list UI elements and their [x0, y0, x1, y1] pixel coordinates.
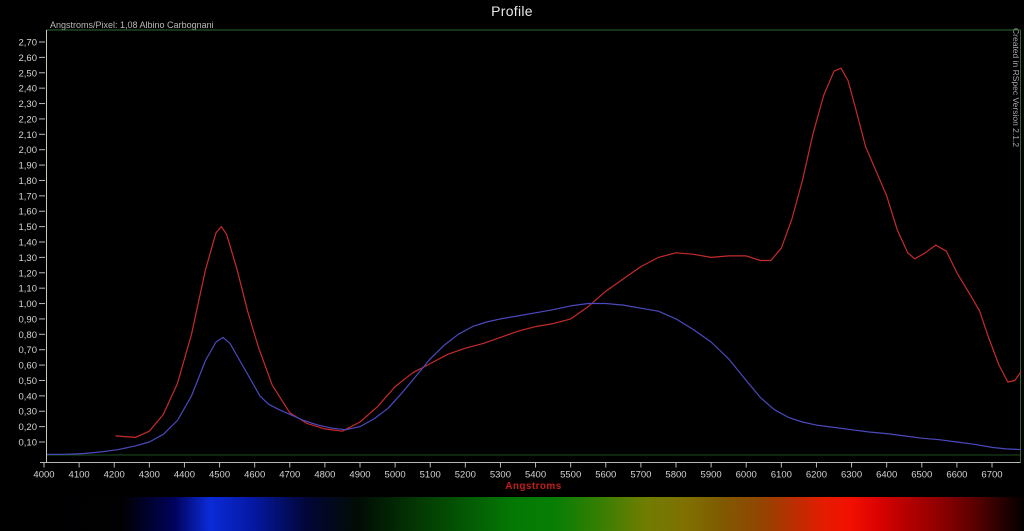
y-tick-label: 1,30	[19, 253, 38, 264]
y-tick-label: 2,50	[19, 68, 38, 79]
plot-frame	[40, 29, 1021, 463]
y-tick-label: 0,60	[19, 361, 38, 372]
y-tick-label: 0,80	[19, 330, 38, 341]
x-tick-label: 4600	[244, 470, 265, 481]
x-axis-ticks: 4000 4100 4200 4300 4400 4500 4600 4700 4800 4900…	[33, 462, 1003, 481]
x-tick-label: 6600	[946, 470, 967, 481]
y-tick-label: 2,10	[19, 130, 38, 141]
y-tick-label: 2,00	[19, 145, 38, 156]
y-tick-label: 0,40	[19, 391, 38, 402]
x-tick-label: 4100	[69, 470, 90, 481]
y-tick-label: 1,10	[19, 284, 38, 295]
y-tick-label: 2,70	[19, 38, 38, 49]
y-tick-label: 1,60	[19, 207, 38, 218]
x-tick-label: 5200	[455, 470, 476, 481]
y-tick-label: 0,50	[19, 376, 38, 387]
y-tick-label: 0,90	[19, 314, 38, 325]
y-tick-label: 2,40	[19, 84, 38, 95]
x-tick-label: 6100	[771, 470, 792, 481]
x-tick-label: 5300	[490, 470, 511, 481]
x-tick-label: 6200	[806, 470, 827, 481]
x-tick-label: 5900	[701, 470, 722, 481]
y-tick-label: 0,20	[19, 422, 38, 433]
x-tick-label: 5000	[385, 470, 406, 481]
x-tick-label: 5400	[525, 470, 546, 481]
x-tick-label: 4000	[33, 470, 54, 481]
x-tick-label: 6400	[876, 470, 897, 481]
y-tick-label: 0,70	[19, 345, 38, 356]
x-tick-label: 4700	[279, 470, 300, 481]
x-axis-label: Angstroms	[505, 481, 562, 492]
y-tick-label: 2,30	[19, 99, 38, 110]
x-tick-label: 5100	[420, 470, 441, 481]
x-tick-label: 6500	[911, 470, 932, 481]
version-watermark: Created in RSpec Version 2.1.2	[1011, 28, 1021, 148]
y-tick-label: 0,30	[19, 407, 38, 418]
x-tick-label: 4200	[104, 470, 125, 481]
y-tick-label: 1,90	[19, 161, 38, 172]
x-tick-label: 5500	[560, 470, 581, 481]
series-intensity-blue	[46, 302, 1021, 455]
series-intensity-red	[115, 67, 1021, 438]
y-tick-label: 1,80	[19, 176, 38, 187]
y-axis-ticks: 2,70 2,60 2,50 2,40 2,30 2,20 2,10 2,00 1,90 1,80…	[19, 38, 45, 449]
x-tick-label: 5600	[595, 470, 616, 481]
x-tick-label: 4500	[209, 470, 230, 481]
y-tick-label: 1,40	[19, 238, 38, 249]
y-tick-label: 2,20	[19, 114, 38, 125]
x-tick-label: 6000	[736, 470, 757, 481]
x-tick-label: 6300	[841, 470, 862, 481]
x-tick-label: 5700	[630, 470, 651, 481]
spectrum-colorbar	[0, 497, 1024, 531]
spectrum-curves	[46, 67, 1021, 455]
x-tick-label: 4900	[349, 470, 370, 481]
chart-title: Profile	[491, 3, 533, 19]
y-tick-label: 1,20	[19, 268, 38, 279]
y-tick-label: 1,50	[19, 222, 38, 233]
x-tick-label: 4300	[139, 470, 160, 481]
x-tick-label: 5800	[665, 470, 686, 481]
y-tick-label: 1,00	[19, 299, 38, 310]
y-tick-label: 1,70	[19, 191, 38, 202]
y-tick-label: 2,60	[19, 53, 38, 64]
x-tick-label: 6700	[981, 470, 1002, 481]
x-tick-label: 4400	[174, 470, 195, 481]
x-tick-label: 4800	[314, 470, 335, 481]
y-tick-label: 0,10	[19, 438, 38, 449]
scale-annotation: Angstroms/Pixel: 1,08 Albino Carbognani	[50, 20, 214, 30]
